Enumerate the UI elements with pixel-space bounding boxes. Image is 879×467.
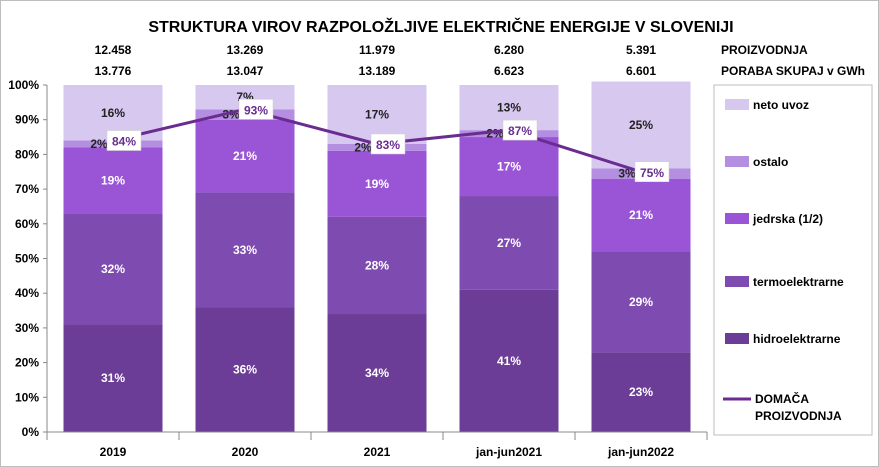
line-point-label: 87% [508,124,532,138]
y-tick-label: 30% [15,321,39,335]
segment-label: 36% [233,363,257,377]
line-point-label: 75% [640,166,664,180]
header-label: PORABA SKUPAJ v GWh [721,64,865,78]
header-value: 12.458 [95,43,132,57]
segment-label: 41% [497,354,521,368]
segment-label: 21% [629,208,653,222]
x-axis: 2019 2020 2021 jan-jun2021 jan-jun2022 [46,431,708,459]
legend-label: ostalo [753,155,788,169]
bar-segment-hidroelektrarne [327,314,427,432]
header-label: PROIZVODNJA [721,43,808,57]
segment-label: 32% [101,262,125,276]
bar-segment-hidroelektrarne [195,307,295,432]
y-axis: 0% 10% 20% 30% 40% 50% 60% 70% 80% 90% 100% [8,78,48,439]
segment-label: 34% [365,366,389,380]
legend: neto uvoz ostalo jedrska (1/2) termoelektra… [713,84,873,436]
x-tick-label: 2020 [232,445,259,459]
legend-swatch-neto-uvoz [725,99,749,110]
y-tick-label: 90% [15,113,39,127]
header-value: 13.047 [227,64,264,78]
header-value: 6.601 [626,64,656,78]
header-value: 11.979 [359,43,395,57]
legend-label: neto uvoz [753,98,809,112]
y-tick-label: 50% [15,252,39,266]
y-tick-label: 40% [15,286,39,300]
legend-label-line: DOMAČA PROIZVODNJA [755,391,842,423]
header-value: 13.269 [227,43,264,57]
segment-label: 33% [233,243,257,257]
header-value: 13.776 [95,64,132,78]
segment-label: 23% [629,385,653,399]
line-label-box [502,119,538,141]
x-tick-label: 2021 [364,445,391,459]
line-point-label: 83% [376,138,400,152]
domestic-production-line: 84% 93% 83% 87% 75% [106,99,670,182]
bar-segment-termoelektrarne [459,196,559,290]
bar-segment-termoelektrarne [591,251,691,353]
x-tick-label: jan-jun2021 [475,445,542,459]
header-value: 6.280 [494,43,524,57]
y-tick-label: 100% [8,78,39,92]
segment-label: 25% [629,118,653,132]
y-tick-label: 20% [15,356,39,370]
segment-label: 2% [354,140,372,154]
y-tick-label: 60% [15,217,39,231]
chart-title: STRUKTURA VIROV RAZPOLOŽLJIVE ELEKTRIČNE… [148,17,733,36]
bar-segment-jedrska [63,147,163,214]
y-tick-label: 70% [15,182,39,196]
legend-label: hidroelektrarne [753,332,841,346]
header-rows: 12.458 13.269 11.979 6.280 5.391 PROIZVODNJA 1… [95,43,865,78]
header-value: 5.391 [626,43,656,57]
y-tick-label: 0% [22,425,40,439]
line-point-label: 84% [112,135,136,149]
line-label-box [106,130,142,151]
segment-label: 21% [233,149,257,163]
segment-label: 17% [365,107,389,121]
segment-label: 16% [101,106,125,120]
segment-label: 28% [365,258,389,272]
x-tick-label: 2019 [100,445,127,459]
legend-swatch-ostalo [725,156,749,167]
bar-segment-jedrska [195,119,295,193]
y-tick-label: 80% [15,147,39,161]
header-value: 13.189 [359,64,396,78]
segment-label: 29% [629,295,653,309]
x-tick-label: jan-jun2022 [607,445,674,459]
bar-segment-hidroelektrarne [591,352,691,432]
bar-segment-jedrska [591,178,691,252]
segment-label: 13% [497,101,521,115]
bar-segment-termoelektrarne [327,216,427,315]
line-label-box [370,133,406,155]
bar-segment-neto-uvoz [591,81,691,169]
segment-label: 27% [497,236,521,250]
segment-label: 19% [101,173,125,187]
legend-label: termoelektrarne [753,275,844,289]
segment-labels: 31%32%19%2%16%36%33%21%3%7%34%28%19%2%17… [90,90,653,399]
legend-swatch-termoelektrarne [725,276,749,287]
line-point-label: 93% [244,103,268,117]
segment-label: 17% [497,160,521,174]
bar-segment-hidroelektrarne [459,289,559,432]
header-value: 6.623 [494,64,524,78]
bar-segment-jedrska [459,137,559,197]
legend-swatch-jedrska [725,213,749,224]
line-label-box [238,99,274,120]
legend-label: jedrska (1/2) [752,212,823,226]
segment-label: 19% [365,177,389,191]
segment-label: 31% [101,371,125,385]
bar-segment-termoelektrarne [63,213,163,325]
y-tick-label: 10% [15,390,39,404]
legend-box [713,84,873,436]
legend-swatch-hidroelektrarne [725,333,749,344]
line-label-box [634,161,670,182]
bar-segment-jedrska [327,150,427,217]
bar-segment-hidroelektrarne [63,324,163,432]
bar-segment-termoelektrarne [195,192,295,308]
segment-label: 2% [90,137,108,151]
